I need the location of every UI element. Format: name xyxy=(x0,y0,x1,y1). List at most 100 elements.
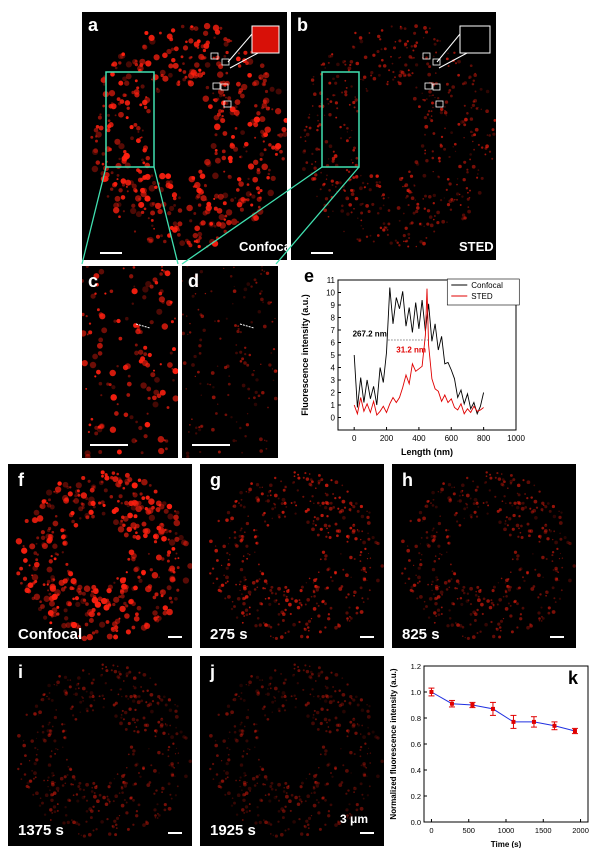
series-line-sted xyxy=(353,288,484,416)
panel-g-image xyxy=(209,471,384,640)
panel-b-label: b xyxy=(297,15,308,35)
panel-g-label: g xyxy=(210,470,221,490)
data-point xyxy=(511,719,516,724)
panel-f-scale-bar xyxy=(168,636,182,638)
data-point xyxy=(552,723,557,728)
fluorescence-puncta xyxy=(299,24,496,248)
panel-c-image xyxy=(82,266,178,458)
fluorescence-puncta xyxy=(209,471,384,640)
panel-a-inset-line-1 xyxy=(227,33,253,63)
x-axis-label: Length (nm) xyxy=(401,447,453,457)
panel-i-scale-bar xyxy=(168,832,182,834)
fwhm-sted-label: 31.2 nm xyxy=(396,346,426,355)
chart-e-line-profile: 0 200 400 600 800 1000 0 1 2 3 4 5 6 7 8 9 10 11 Length (n… xyxy=(300,276,525,457)
panel-b-caption: STED xyxy=(459,239,494,254)
panel-d-line-profile xyxy=(239,323,255,329)
x-tick-label: 200 xyxy=(380,434,394,443)
y-tick-label: 8 xyxy=(331,314,336,323)
legend-label: STED xyxy=(471,292,493,301)
panel-f-caption: Confocal xyxy=(18,626,83,643)
panel-c-confocal-zoom: c xyxy=(82,266,178,458)
y-tick-label: 11 xyxy=(327,276,336,285)
y-tick-label: 1 xyxy=(331,401,336,410)
panel-b-roi-5 xyxy=(435,100,444,108)
x-tick-label: 1000 xyxy=(498,826,515,835)
panel-d-scale-bar xyxy=(192,444,230,446)
fluorescence-puncta xyxy=(209,663,384,838)
y-tick-label: 3 xyxy=(331,376,336,385)
zoom-line-a-left xyxy=(81,166,107,265)
panel-i-label: i xyxy=(18,662,24,682)
series-line-confocal xyxy=(353,287,485,416)
panel-f-label: f xyxy=(18,470,24,490)
x-tick-label: 0 xyxy=(352,434,357,443)
legend-label: Confocal xyxy=(471,281,503,290)
panel-g-caption: 275 s xyxy=(210,626,248,643)
decay-series-line xyxy=(431,691,576,732)
panel-a-roi-1 xyxy=(210,52,219,60)
y-tick-label: 1.2 xyxy=(411,662,421,671)
panel-b-scale-bar xyxy=(311,252,333,254)
panel-g-275s: g 275 s xyxy=(200,464,384,648)
y-tick-label: 2 xyxy=(331,389,336,398)
fluorescence-puncta xyxy=(82,266,178,458)
panel-i-image xyxy=(17,663,192,838)
y-tick-label: 0.0 xyxy=(411,818,421,827)
zoom-connectors xyxy=(81,166,360,265)
panel-j-scale-text: 3 μm xyxy=(340,812,369,826)
panel-a-roi-3 xyxy=(212,82,221,90)
y-tick-label: 5 xyxy=(331,351,336,360)
panel-a-confocal: a Confocal xyxy=(82,12,287,260)
panel-a-inset-line-2 xyxy=(229,52,259,69)
x-tick-label: 2000 xyxy=(572,826,589,835)
panel-j-image xyxy=(209,663,384,838)
panel-h-label: h xyxy=(402,470,413,490)
panel-c-line-profile xyxy=(135,323,151,329)
x-tick-label: 500 xyxy=(462,826,475,835)
panel-j-scale-bar xyxy=(360,832,374,834)
panel-c-label: c xyxy=(88,271,99,291)
panel-k-label: k xyxy=(568,668,579,688)
y-tick-label: 4 xyxy=(331,364,336,373)
data-point xyxy=(449,701,454,706)
panel-c-scale-bar xyxy=(90,444,128,446)
y-tick-label: 1.0 xyxy=(411,688,421,697)
panel-j-label: j xyxy=(210,662,216,682)
fluorescence-puncta xyxy=(401,471,576,640)
y-tick-label: 0.6 xyxy=(411,740,421,749)
panel-a-zoom-box xyxy=(105,71,155,168)
panel-b-inset xyxy=(459,25,491,54)
data-point xyxy=(429,690,434,694)
x-tick-label: 1500 xyxy=(535,826,552,835)
x-tick-label: 800 xyxy=(477,434,491,443)
panel-d-label: d xyxy=(188,271,199,291)
panel-j-1925s: j 1925 s 3 μm xyxy=(200,656,384,846)
fwhm-confocal-label: 267.2 nm xyxy=(353,329,387,338)
x-tick-label: 1000 xyxy=(507,434,525,443)
panel-a-inset xyxy=(251,25,280,54)
panel-d-sted-zoom: d xyxy=(182,266,278,458)
x-tick-label: 400 xyxy=(412,434,426,443)
y-axis-label: Normalized fluorescence intensity (a.u.) xyxy=(389,668,398,819)
y-tick-label: 6 xyxy=(331,339,336,348)
data-point xyxy=(470,703,475,707)
panel-a-label: a xyxy=(88,15,99,35)
panel-g-scale-bar xyxy=(360,636,374,638)
panel-f-image xyxy=(15,470,192,642)
data-point xyxy=(531,719,536,724)
panel-a-scale-bar xyxy=(100,252,122,254)
panel-b-roi-4 xyxy=(432,83,441,91)
panel-i-1375s: i 1375 s xyxy=(8,656,192,846)
y-tick-label: 0.8 xyxy=(411,714,421,723)
panel-b-image xyxy=(299,24,496,248)
fluorescence-puncta xyxy=(182,266,278,458)
panel-h-825s: h 825 s xyxy=(392,464,576,648)
data-point xyxy=(490,706,495,711)
panel-h-image xyxy=(401,471,576,640)
panel-b-inset-line-1 xyxy=(436,33,461,63)
fluorescence-puncta xyxy=(17,663,192,838)
panel-h-scale-bar xyxy=(550,636,564,638)
panel-d-image xyxy=(182,266,278,458)
panel-a-overlays xyxy=(105,25,280,168)
panel-i-caption: 1375 s xyxy=(18,822,64,839)
